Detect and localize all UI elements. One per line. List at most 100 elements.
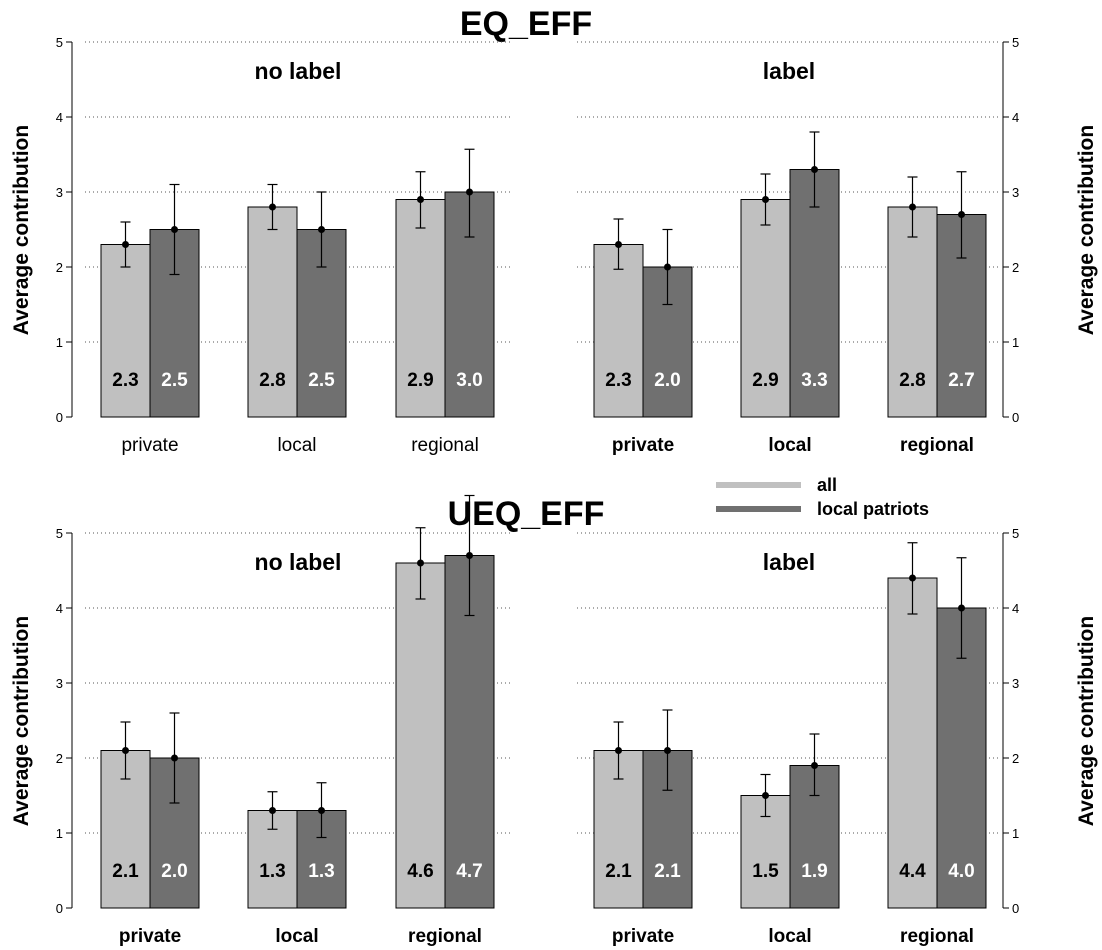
y-tick-label-right: 4 [1012, 601, 1019, 616]
mean-point [318, 226, 325, 233]
y-tick-label-right: 1 [1012, 335, 1019, 350]
plot-area: 0 0 1 1 2 2 3 3 4 4 5 5 2.3 2.5 private 2.8 2.5 local 2.9 3… [56, 35, 1019, 456]
category-label-regional: regional [411, 435, 479, 456]
mean-point [466, 552, 473, 559]
bar-regional-all [395, 562, 446, 909]
y-tick-label-left: 5 [56, 526, 63, 541]
bar-value-label: 2.5 [161, 370, 188, 391]
category-label-private: private [121, 435, 178, 456]
legend: all local patriots [716, 475, 929, 519]
mean-point [318, 807, 325, 814]
category-label-local: local [275, 926, 318, 947]
mean-point [122, 747, 129, 754]
mean-point [171, 226, 178, 233]
mean-point [811, 166, 818, 173]
y-tick-label-left: 3 [56, 185, 63, 200]
y-tick-label-right: 2 [1012, 751, 1019, 766]
bar-value-label: 3.0 [456, 370, 482, 391]
legend-label-local-patriots: local patriots [817, 499, 929, 519]
bar-regional-local-patriots [444, 555, 495, 909]
mean-point [615, 241, 622, 248]
y-tick-label-left: 2 [56, 260, 63, 275]
bar-value-label: 2.7 [948, 370, 974, 391]
y-tick-label-right: 0 [1012, 901, 1019, 916]
category-label-local: local [277, 435, 316, 456]
y-axis-label-right: Average contribution [1075, 125, 1098, 335]
y-tick-label-right: 5 [1012, 35, 1019, 50]
y-tick-label-right: 2 [1012, 260, 1019, 275]
y-axis-label-right: Average contribution [1075, 616, 1098, 826]
bar-value-label: 2.9 [407, 370, 433, 391]
bar-value-label: 4.7 [456, 861, 482, 882]
y-tick-label-right: 3 [1012, 676, 1019, 691]
mean-point [664, 263, 671, 271]
y-tick-label-left: 1 [56, 826, 63, 841]
category-label-private: private [612, 435, 674, 456]
category-label-private: private [612, 926, 674, 947]
bar-private-all [593, 244, 644, 418]
mean-point [417, 559, 424, 567]
y-axis-label-left: Average contribution [10, 616, 33, 826]
chart-title: EQ_EFF [460, 5, 592, 43]
mean-point [909, 574, 916, 582]
panel-subtitle-label: label [763, 58, 815, 84]
panel-subtitle-no-label: no label [255, 58, 342, 84]
y-tick-label-left: 4 [56, 110, 63, 125]
mean-point [417, 196, 424, 203]
mean-point [909, 203, 916, 211]
bar-value-label: 1.5 [752, 861, 779, 882]
bar-local-local-patriots [789, 169, 840, 418]
chart-title: UEQ_EFF [448, 495, 605, 533]
mean-point [664, 747, 671, 754]
panel-subtitle-no-label: no label [255, 549, 342, 575]
category-label-regional: regional [408, 926, 482, 947]
bar-value-label: 2.1 [654, 861, 681, 882]
mean-point [171, 754, 178, 762]
bar-value-label: 4.0 [948, 861, 974, 882]
bar-value-label: 4.6 [407, 861, 433, 882]
mean-point [958, 211, 965, 218]
bar-value-label: 4.4 [899, 861, 926, 882]
y-tick-label-left: 2 [56, 751, 63, 766]
bar-value-label: 2.8 [259, 370, 285, 391]
mean-point [269, 203, 276, 211]
category-label-local: local [768, 926, 811, 947]
bar-regional-all [887, 206, 938, 418]
bar-value-label: 1.9 [801, 861, 827, 882]
bar-value-label: 1.3 [259, 861, 285, 882]
bar-value-label: 2.0 [161, 861, 187, 882]
category-label-regional: regional [900, 435, 974, 456]
panel-subtitle-label: label [763, 549, 815, 575]
y-tick-label-right: 0 [1012, 410, 1019, 425]
category-label-regional: regional [900, 926, 974, 947]
y-tick-label-left: 0 [56, 410, 63, 425]
y-tick-label-left: 0 [56, 901, 63, 916]
bar-value-label: 2.9 [752, 370, 778, 391]
y-tick-label-left: 1 [56, 335, 63, 350]
y-tick-label-right: 3 [1012, 185, 1019, 200]
mean-point [958, 604, 965, 612]
mean-point [122, 241, 129, 248]
plot-area: 0 0 1 1 2 2 3 3 4 4 5 5 2.1 2.0 private 1.3 1.3 local 4.6 4… [56, 494, 1019, 947]
bar-value-label: 2.3 [112, 370, 138, 391]
y-tick-label-left: 4 [56, 601, 63, 616]
bar-value-label: 3.3 [801, 370, 827, 391]
bar-regional-all [887, 577, 938, 909]
bar-value-label: 2.3 [605, 370, 631, 391]
bar-value-label: 2.1 [112, 861, 139, 882]
bar-private-all [100, 244, 151, 418]
bar-value-label: 2.5 [308, 370, 335, 391]
bar-value-label: 2.0 [654, 370, 680, 391]
mean-point [811, 762, 818, 769]
chart-ueq-eff: UEQ_EFF Average contribution Average con… [10, 494, 1098, 947]
mean-point [762, 196, 769, 203]
bar-value-label: 2.8 [899, 370, 925, 391]
y-tick-label-right: 5 [1012, 526, 1019, 541]
bar-local-all [247, 206, 298, 418]
category-label-local: local [768, 435, 811, 456]
mean-point [615, 747, 622, 754]
mean-point [466, 188, 473, 196]
bar-value-label: 1.3 [308, 861, 334, 882]
mean-point [762, 792, 769, 799]
